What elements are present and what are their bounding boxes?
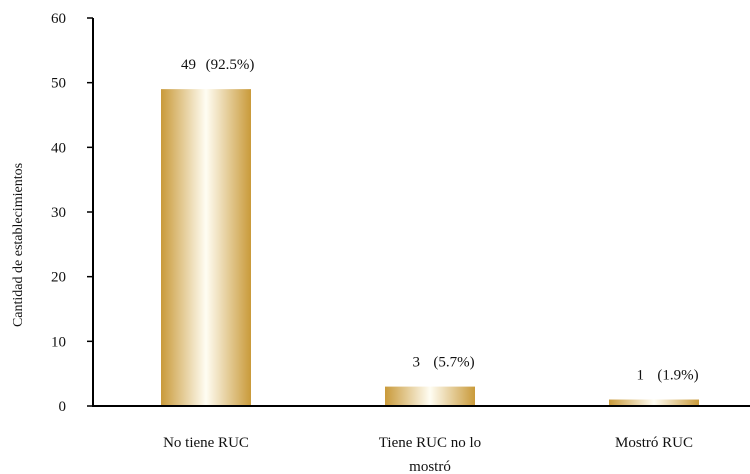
y-tick-label: 20 [51,270,66,286]
data-label-percent: (92.5%) [206,57,255,73]
bar [609,399,699,406]
data-label-percent: (1.9%) [657,368,698,384]
y-axis-title: Cantidad de establecimientos [11,163,26,327]
y-tick-label: 60 [51,11,66,27]
y-tick-label: 10 [51,334,66,350]
y-tick-label: 0 [59,399,67,415]
x-category-label: No tiene RUC [163,435,249,451]
y-tick-label: 30 [51,205,66,221]
data-label-value: 3 [413,355,421,371]
data-label-value: 49 [181,57,196,73]
bar [161,89,251,406]
x-category-label-line: Tiene RUC no lo [379,435,481,451]
bar [385,386,475,406]
x-category-label-line: mostró [409,459,451,474]
x-category-label-line: Mostró RUC [615,435,693,451]
x-category-label-line: No tiene RUC [163,435,249,451]
data-label-value: 1 [637,368,645,384]
y-tick-label: 50 [51,76,66,92]
x-category-label: Mostró RUC [615,435,693,451]
x-category-label: Tiene RUC no lo mostró [379,435,481,474]
y-tick-label: 40 [51,140,66,156]
data-label-percent: (5.7%) [433,355,474,371]
